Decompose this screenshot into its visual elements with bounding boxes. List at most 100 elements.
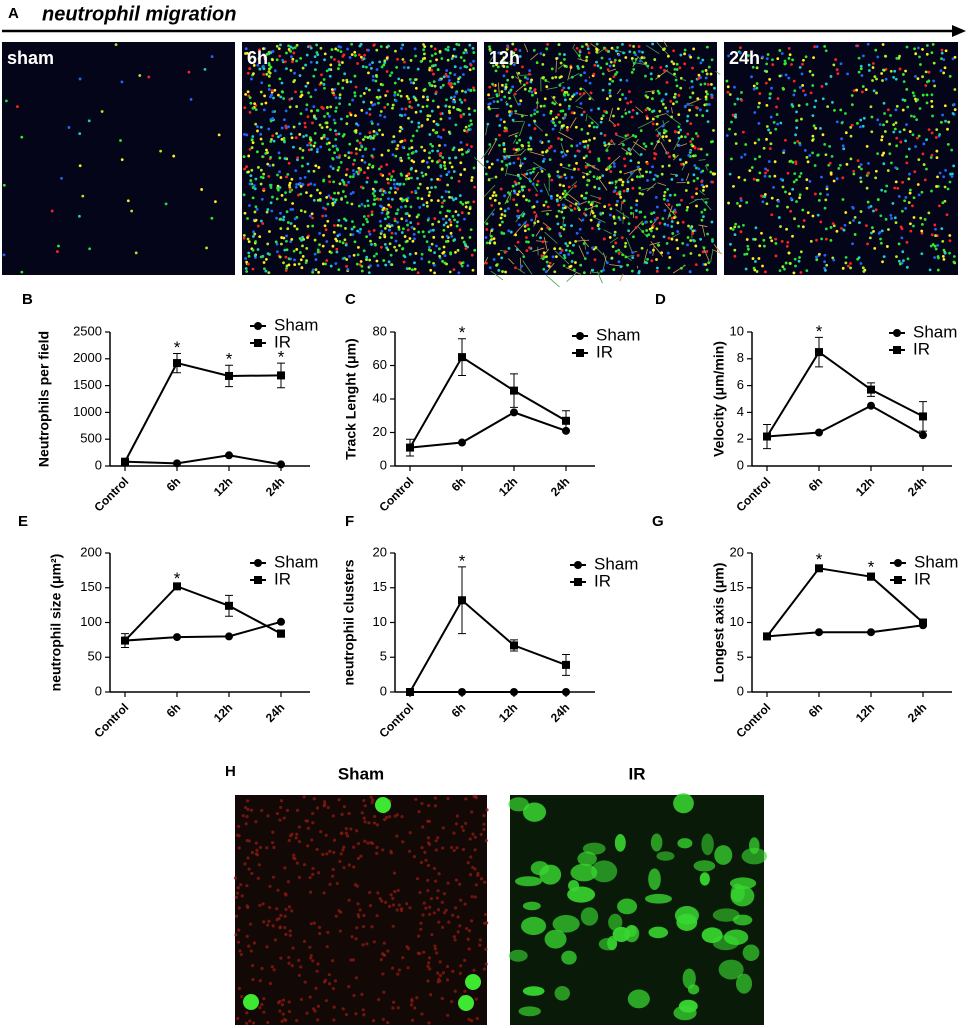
cell-dot	[453, 95, 456, 99]
track	[519, 149, 527, 156]
cell-dot	[906, 257, 910, 261]
cell-dot	[688, 108, 692, 112]
cell-dot	[577, 67, 580, 70]
track	[590, 194, 601, 199]
cell-dot	[363, 53, 366, 57]
cell-dot	[446, 183, 450, 187]
cell-dot	[467, 124, 471, 128]
cell-dot	[811, 114, 815, 118]
cell-dot	[940, 57, 943, 61]
red-dot	[417, 810, 421, 814]
cell-dot	[588, 138, 591, 142]
track	[487, 139, 497, 155]
cell-dot	[666, 151, 670, 155]
cell-dot	[439, 174, 443, 178]
cell-dot	[368, 232, 372, 236]
cell-dot	[576, 65, 580, 68]
track	[590, 43, 601, 51]
cell-dot	[626, 263, 630, 267]
cell-dot	[566, 244, 569, 248]
cell-dot	[472, 86, 475, 90]
cell-dot	[921, 152, 925, 156]
cell-dot	[612, 64, 616, 68]
cell-dot	[582, 110, 586, 114]
red-dot	[484, 839, 488, 843]
cell-dot	[450, 234, 454, 238]
track	[529, 151, 545, 157]
cell-dot	[463, 217, 466, 221]
cell-dot	[242, 155, 246, 158]
cell-dot	[332, 93, 336, 97]
cell-dot	[686, 206, 689, 209]
cell-dot	[338, 102, 341, 106]
cell-dot	[935, 149, 939, 153]
cell-dot	[550, 196, 553, 200]
red-dot	[426, 979, 430, 983]
cell-dot	[362, 92, 366, 95]
cell-dot	[610, 139, 613, 143]
cell-dot	[530, 218, 534, 222]
cell-dot	[414, 78, 418, 81]
cell-dot	[559, 109, 563, 113]
cell-dot	[380, 65, 384, 69]
red-dot	[278, 999, 282, 1003]
cell-dot	[285, 210, 289, 214]
cell-dot	[539, 140, 543, 143]
cell-dot	[284, 109, 288, 113]
cell-dot	[536, 179, 540, 183]
cell-dot	[370, 243, 373, 246]
image-title: Sham	[338, 764, 384, 783]
cell-dot	[445, 98, 448, 102]
cell-dot	[462, 112, 466, 116]
cell-dot	[618, 193, 622, 196]
cell-dot	[701, 250, 705, 254]
red-dot	[245, 1011, 249, 1015]
cell-dot	[254, 122, 258, 126]
cell-dot	[276, 186, 279, 190]
cell-dot	[585, 42, 588, 46]
cell-dot	[439, 86, 443, 89]
cell-dot	[578, 50, 582, 54]
cell-dot	[267, 74, 271, 78]
cell-dot	[942, 248, 946, 252]
cell-dot	[516, 214, 519, 218]
track	[655, 69, 669, 80]
cell-dot	[924, 84, 928, 87]
cell-dot	[403, 235, 407, 238]
cell-dot	[549, 111, 553, 115]
x-tick-label: 12h	[211, 474, 236, 499]
cell-dot	[253, 232, 257, 236]
cell-dot	[614, 241, 618, 245]
track	[663, 40, 668, 48]
cell-dot	[373, 194, 376, 198]
cell-dot	[934, 227, 937, 231]
cell-dot	[578, 227, 582, 231]
cell-dot	[679, 76, 683, 80]
cell-dot	[574, 261, 577, 264]
cell-dot	[393, 245, 396, 249]
cell-dot	[2, 253, 6, 257]
cell-dot	[653, 218, 657, 222]
cell-dot	[314, 68, 317, 72]
series-line	[766, 624, 924, 638]
cell-dot	[734, 113, 738, 117]
cell-dot	[301, 148, 305, 152]
cell-dot	[509, 88, 513, 92]
red-dot	[363, 804, 367, 808]
cell-dot	[527, 147, 531, 151]
cell-dot	[887, 228, 890, 231]
cell-dot	[862, 270, 866, 273]
cell-dot	[351, 233, 355, 237]
cell-dot	[634, 58, 638, 61]
cell-dot	[631, 251, 635, 254]
red-dot	[463, 958, 467, 963]
cell-dot	[870, 115, 874, 119]
cell-dot	[772, 120, 776, 124]
cell-dot	[725, 79, 729, 83]
red-dot	[381, 972, 385, 976]
marker	[277, 617, 285, 626]
cell-dot	[553, 247, 557, 251]
cell-dot	[546, 226, 550, 229]
red-dot	[258, 979, 262, 983]
cell-dot	[686, 102, 690, 106]
